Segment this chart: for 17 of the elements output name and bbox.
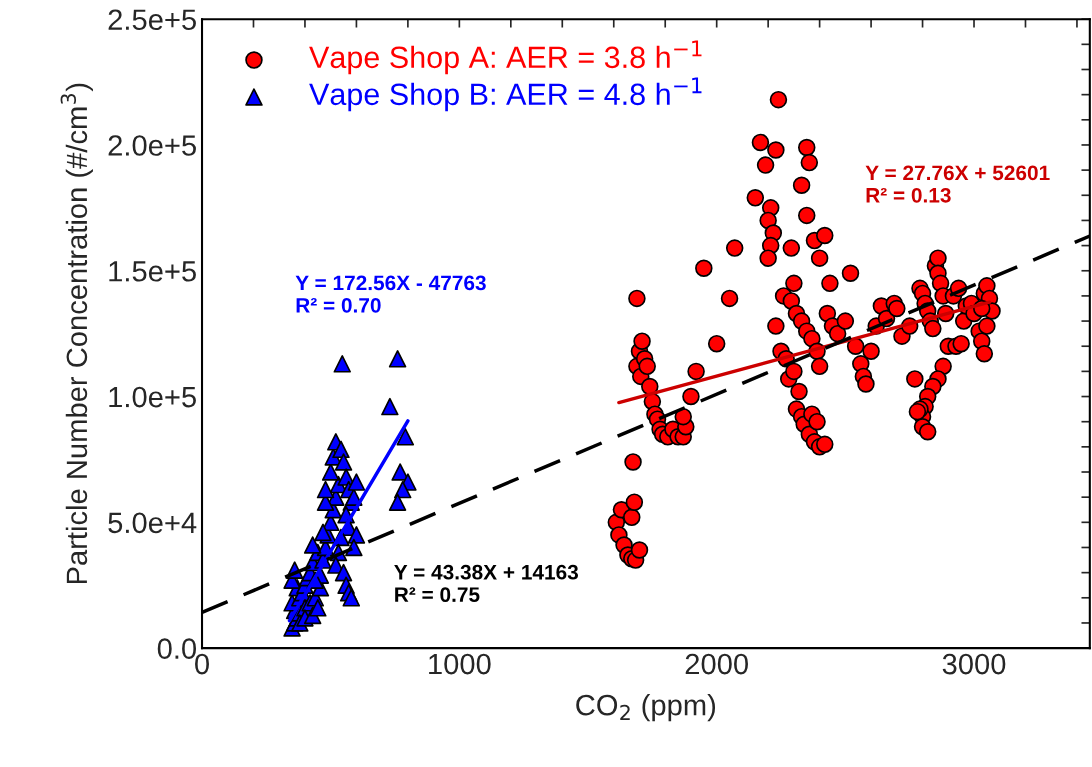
annotation: Y = 43.38X + 14163 R² = 0.75: [394, 564, 579, 603]
y-tick-label: 5.0e+4: [108, 512, 197, 534]
x-tick-label: 0: [195, 653, 209, 675]
y-tick-label: 1.0e+5: [109, 386, 196, 408]
legend-label: Vape Shop A: AER = 3.8 h$^{−1}$: [309, 40, 702, 75]
legend-label: Vape Shop B: AER = 4.8 h$^{−1}$: [309, 77, 702, 112]
x-tick-label: 2000: [685, 653, 748, 675]
annotation: Y = 172.56X - 47763 R² = 0.70: [295, 275, 486, 313]
y-tick-label: 1.5e+5: [109, 261, 196, 282]
x-tick-label: 3000: [942, 653, 1006, 675]
y-tick-label: 2.5e+5: [108, 9, 196, 31]
y-axis-title: Particle Number Concentration (#/cm$^{3}$): [60, 83, 93, 584]
x-tick-label: 1000: [429, 653, 491, 675]
y-tick-label: 2.0e+5: [108, 135, 196, 156]
x-axis-title: CO$_{2}$ (ppm): [576, 694, 716, 722]
annotation: Y = 27.76X + 52601 R² = 0.13: [865, 165, 1050, 203]
y-tick-label: 0.0: [157, 638, 197, 659]
